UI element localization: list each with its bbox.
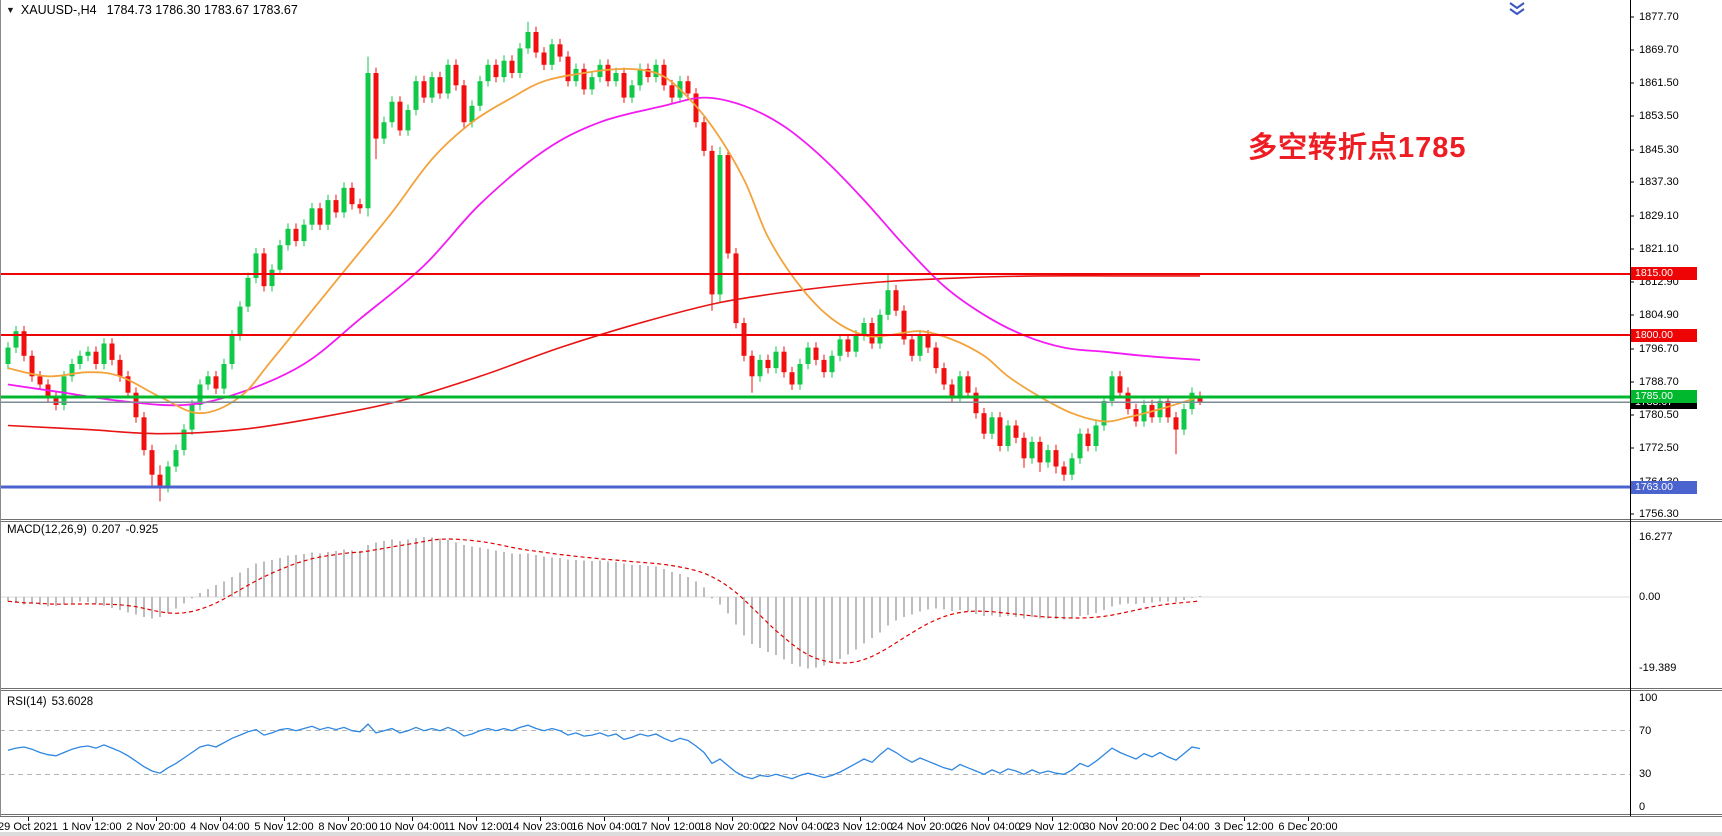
time-axis-label: 24 Nov 20:00 <box>891 821 957 833</box>
horizontal-price-lines[interactable] <box>0 273 1630 489</box>
macd-signal-value: -0.925 <box>125 524 159 536</box>
time-axis-label: 29 Oct 2021 <box>0 821 58 833</box>
time-axis-label: 3 Dec 12:00 <box>1214 821 1274 833</box>
price-line-label: 1800.00 <box>1631 329 1697 342</box>
time-axis-label: 5 Nov 12:00 <box>254 821 314 833</box>
time-axis-label: 22 Nov 04:00 <box>763 821 829 833</box>
time-axis-label: 18 Nov 20:00 <box>699 821 765 833</box>
macd-panel-plot[interactable] <box>0 536 1630 669</box>
ma-mid-magenta-line <box>7 96 1201 407</box>
time-axis-label: 23 Nov 12:00 <box>827 821 893 833</box>
time-axis-label: 14 Nov 23:00 <box>507 821 573 833</box>
time-axis-label: 8 Nov 20:00 <box>318 821 378 833</box>
time-axis-label: 29 Nov 12:00 <box>1019 821 1085 833</box>
rsi-axis-label: 30 <box>1639 768 1652 780</box>
time-axis-label: 11 Nov 12:00 <box>443 821 509 833</box>
time-axis-label: 10 Nov 04:00 <box>379 821 445 833</box>
price-line-label: 1815.00 <box>1631 267 1697 280</box>
rsi-axis-label: 100 <box>1639 692 1658 704</box>
price-axis-tick-label: 1869.70 <box>1639 44 1679 56</box>
price-line-label: 1785.00 <box>1631 390 1697 403</box>
price-axis-tick-label: 1804.90 <box>1639 309 1679 321</box>
price-axis-tick-label: 1821.10 <box>1639 243 1679 255</box>
price-axis-tick-label: 1845.30 <box>1639 144 1679 156</box>
price-axis-tick-label: 1861.50 <box>1639 77 1679 89</box>
rsi-axis-label: 0 <box>1639 801 1646 813</box>
macd-axis-label: 16.277 <box>1639 531 1673 543</box>
time-axis-label: 17 Nov 12:00 <box>635 821 701 833</box>
macd-axis-label: 0.00 <box>1639 591 1661 603</box>
macd-indicator-label: MACD(12,26,9) 0.207 -0.925 <box>7 524 163 536</box>
rsi-axis-label: 70 <box>1639 725 1652 737</box>
price-axis-tick-label: 1837.30 <box>1639 176 1679 188</box>
time-axis-label: 30 Nov 20:00 <box>1083 821 1149 833</box>
price-axis-tick-label: 1853.50 <box>1639 110 1679 122</box>
rsi-name: RSI(14) <box>7 696 47 708</box>
macd-signal-line <box>7 538 1201 664</box>
price-axis-tick-label: 1796.70 <box>1639 343 1679 355</box>
price-axis-tick-label: 1780.50 <box>1639 409 1679 421</box>
macd-name: MACD(12,26,9) <box>7 524 87 536</box>
symbol-dropdown-icon[interactable]: ▼ <box>6 5 15 15</box>
time-axis-label: 4 Nov 04:00 <box>190 821 250 833</box>
candles-series <box>5 21 1203 502</box>
ma-fast-orange-line <box>7 67 1201 423</box>
price-axis-tick-label: 1756.30 <box>1639 508 1679 520</box>
scroll-indicator-icon[interactable] <box>1509 2 1525 16</box>
rsi-indicator-label: RSI(14) 53.6028 <box>7 696 98 708</box>
rsi-value: 53.6028 <box>51 696 94 708</box>
macd-main-value: 0.207 <box>91 524 121 536</box>
price-axis-tick-label: 1788.70 <box>1639 376 1679 388</box>
ma-slow-red-line <box>7 274 1200 435</box>
time-axis-label: 16 Nov 04:00 <box>571 821 637 833</box>
chart-text-annotation: 多空转折点1785 <box>1248 132 1467 164</box>
time-axis-label: 26 Nov 04:00 <box>955 821 1021 833</box>
time-axis-label: 2 Dec 04:00 <box>1150 821 1210 833</box>
symbol-period-label: XAUUSD-,H4 <box>20 3 97 17</box>
time-axis-label: 6 Dec 20:00 <box>1278 821 1338 833</box>
rsi-panel-plot[interactable] <box>0 723 1630 780</box>
rsi-line <box>7 723 1201 780</box>
time-axis-label: 1 Nov 12:00 <box>62 821 122 833</box>
ohlc-quote: 1784.73 1786.30 1783.67 1783.67 <box>106 3 298 17</box>
price-axis-tick-label: 1877.70 <box>1639 11 1679 23</box>
price-axis-tick-label: 1772.50 <box>1639 442 1679 454</box>
chart-title: ▼ XAUUSD-,H4 1784.73 1786.30 1783.67 1783.… <box>6 3 298 17</box>
macd-axis-label: -19.389 <box>1639 662 1677 674</box>
price-line-label: 1763.00 <box>1631 481 1697 494</box>
time-axis-label: 2 Nov 20:00 <box>126 821 186 833</box>
window-bottom-edge <box>0 832 1722 836</box>
price-axis-tick-label: 1829.10 <box>1639 210 1679 222</box>
